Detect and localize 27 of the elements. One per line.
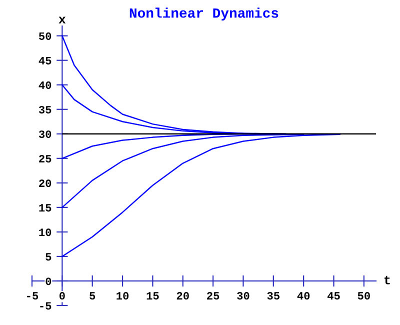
x-axis-title: t [384, 276, 390, 284]
chart-title: Nonlinear Dynamics [130, 8, 278, 21]
y-tick-label: -5 [40, 302, 52, 310]
y-tick-label: 45 [38, 57, 52, 64]
x-tick-label: 45 [327, 292, 340, 300]
x-tick-label: -5 [27, 292, 38, 300]
x-tick-label: 5 [90, 292, 96, 300]
y-tick-label: 35 [38, 106, 52, 114]
y-tick-label: 0 [46, 278, 52, 286]
x-tick-label: 0 [59, 292, 65, 300]
x-tick-label: 35 [267, 292, 280, 300]
x-tick-label: 40 [297, 292, 310, 300]
y-tick-label: 15 [39, 204, 52, 212]
x-tick-label: 50 [358, 292, 370, 300]
x-tick-label: 15 [146, 292, 159, 300]
y-tick-label: 20 [39, 180, 52, 188]
x-tick-label: 30 [237, 292, 250, 300]
y-tick-label: 5 [46, 253, 52, 261]
x-tick-label: 10 [116, 292, 129, 300]
y-axis-title: x [58, 16, 66, 24]
y-tick-label: 50 [38, 32, 52, 40]
y-tick-label: 10 [39, 228, 52, 236]
x-tick-label: 25 [207, 292, 220, 300]
y-tick-label: 40 [38, 81, 52, 89]
y-tick-label: 25 [39, 154, 52, 163]
y-tick-label: 30 [38, 130, 52, 138]
x-tick-label: 20 [176, 292, 189, 300]
